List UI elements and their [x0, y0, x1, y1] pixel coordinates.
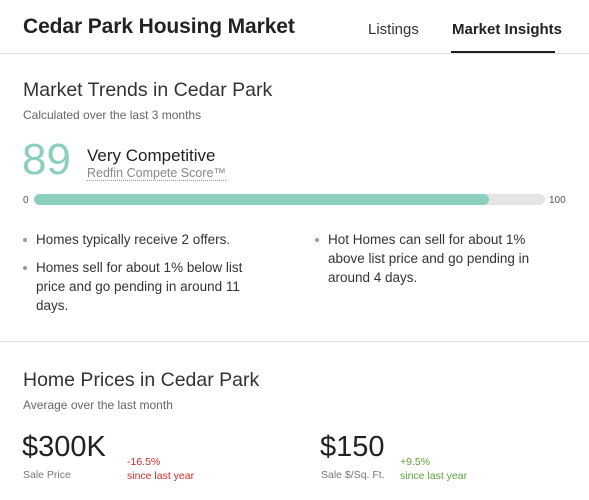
- sqft-price-change-note: since last year: [400, 470, 468, 482]
- market-trends-section: Market Trends in Cedar Park Calculated o…: [0, 55, 589, 341]
- compete-score-value: 89: [22, 135, 71, 184]
- list-item: Hot Homes can sell for about 1% above li…: [315, 230, 565, 287]
- sale-price-change-value: -16.5%: [127, 456, 161, 468]
- home-prices-title: Home Prices in Cedar Park: [23, 369, 260, 391]
- score-bar-max: 100: [549, 195, 566, 206]
- bullet-icon: [315, 238, 319, 242]
- home-prices-subtitle: Average over the last month: [23, 398, 173, 412]
- compete-score-bar: [34, 194, 545, 205]
- list-item-text: Homes sell for about 1% below list price…: [36, 260, 243, 313]
- list-item-text: Homes typically receive 2 offers.: [36, 232, 231, 247]
- sale-price-change: -16.5% since last year: [127, 455, 194, 483]
- active-tab-indicator: [451, 51, 555, 53]
- bullet-icon: [23, 238, 27, 242]
- sale-price-label: Sale Price: [23, 469, 71, 481]
- list-item: Homes typically receive 2 offers.: [23, 230, 293, 249]
- list-item: Homes sell for about 1% below list price…: [23, 258, 273, 315]
- bullet-icon: [23, 266, 27, 270]
- top-nav-bar: Cedar Park Housing Market Listings Marke…: [0, 0, 589, 54]
- compete-score-label: Very Competitive: [87, 146, 216, 165]
- sqft-price-value: $150: [320, 431, 385, 463]
- market-trends-subtitle: Calculated over the last 3 months: [23, 108, 202, 122]
- sqft-price-change: +9.5% since last year: [400, 455, 467, 483]
- tab-listings[interactable]: Listings: [368, 21, 419, 38]
- sqft-price-change-value: +9.5%: [400, 456, 431, 468]
- sale-price-value: $300K: [22, 431, 106, 463]
- compete-score-bar-fill: [34, 194, 489, 205]
- home-prices-section: Home Prices in Cedar Park Average over t…: [0, 341, 589, 500]
- score-bar-min: 0: [23, 195, 29, 206]
- list-item-text: Hot Homes can sell for about 1% above li…: [328, 232, 530, 285]
- market-trends-title: Market Trends in Cedar Park: [23, 79, 273, 101]
- sqft-price-label: Sale $/Sq. Ft.: [321, 469, 385, 481]
- sale-price-change-note: since last year: [127, 470, 195, 482]
- page-title: Cedar Park Housing Market: [23, 15, 295, 38]
- tab-market-insights[interactable]: Market Insights: [452, 21, 563, 38]
- compete-score-link[interactable]: Redfin Compete Score™: [87, 166, 226, 181]
